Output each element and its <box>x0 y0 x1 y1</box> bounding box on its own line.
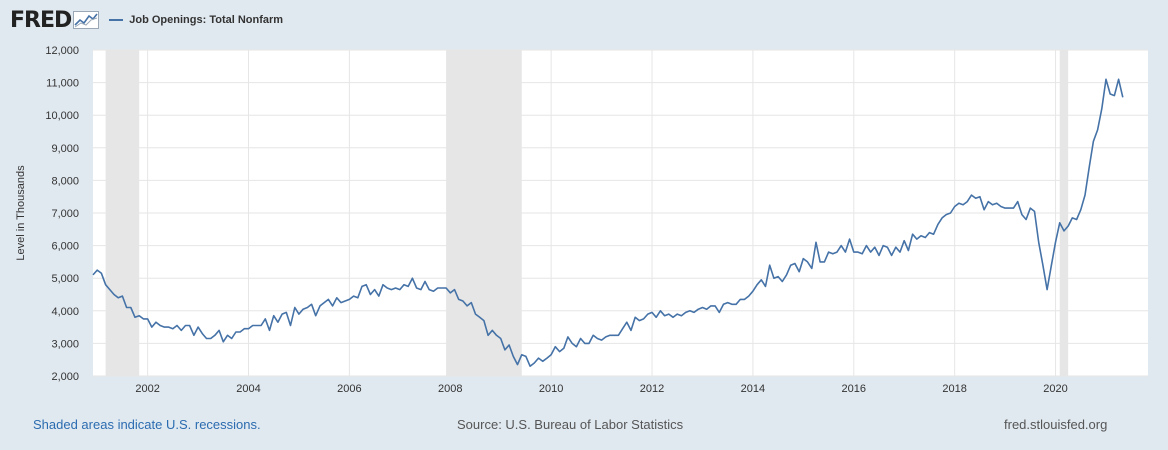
x-tick-label: 2018 <box>942 383 966 395</box>
fred-logo[interactable]: FRED <box>10 7 100 33</box>
fred-url-link[interactable]: fred.stlouisfed.org <box>1004 417 1108 432</box>
x-tick-label: 2008 <box>438 383 462 395</box>
x-tick-label: 2004 <box>236 383 260 395</box>
fred-chart-icon <box>73 11 100 29</box>
legend-label: Job Openings: Total Nonfarm <box>129 14 284 26</box>
legend[interactable]: Job Openings: Total Nonfarm <box>109 14 283 26</box>
fred-logo-text: FRED <box>10 7 72 33</box>
series-layer <box>92 78 1124 368</box>
chart-header: FRED Job Openings: Total Nonfarm <box>10 6 283 34</box>
x-tick-label: 2002 <box>135 383 159 395</box>
y-tick-label: 11,000 <box>46 78 79 90</box>
y-tick-label: 3,000 <box>51 338 79 350</box>
y-tick-label: 5,000 <box>51 273 79 285</box>
x-tick-label: 2010 <box>539 383 563 395</box>
y-tick-label: 12,000 <box>45 45 79 57</box>
y-tick-label: 2,000 <box>51 371 79 383</box>
source-note: Source: U.S. Bureau of Labor Statistics <box>457 417 684 432</box>
y-tick-label: 4,000 <box>51 306 79 318</box>
x-tick-label: 2020 <box>1043 383 1067 395</box>
y-tick-label: 7,000 <box>51 208 79 220</box>
y-tick-label: 9,000 <box>51 143 79 155</box>
axes: 2,000 3,000 4,000 5,000 6,000 7,000 8,000 9,000… <box>45 45 1067 395</box>
y-tick-label: 6,000 <box>51 241 79 253</box>
x-tick-label: 2016 <box>842 383 866 395</box>
legend-swatch <box>109 19 124 21</box>
y-tick-label: 10,000 <box>45 110 79 122</box>
y-tick-label: 8,000 <box>51 175 79 187</box>
gridlines <box>93 49 1148 377</box>
y-axis-title: Level in Thousands <box>15 165 27 261</box>
x-tick-label: 2006 <box>337 383 361 395</box>
x-tick-label: 2012 <box>640 383 664 395</box>
recession-note-link[interactable]: Shaded areas indicate U.S. recessions. <box>33 417 261 432</box>
series-line <box>92 78 1124 368</box>
x-tick-label: 2014 <box>741 383 765 395</box>
line-chart: 2,000 3,000 4,000 5,000 6,000 7,000 8,000 9,000… <box>15 45 1148 395</box>
